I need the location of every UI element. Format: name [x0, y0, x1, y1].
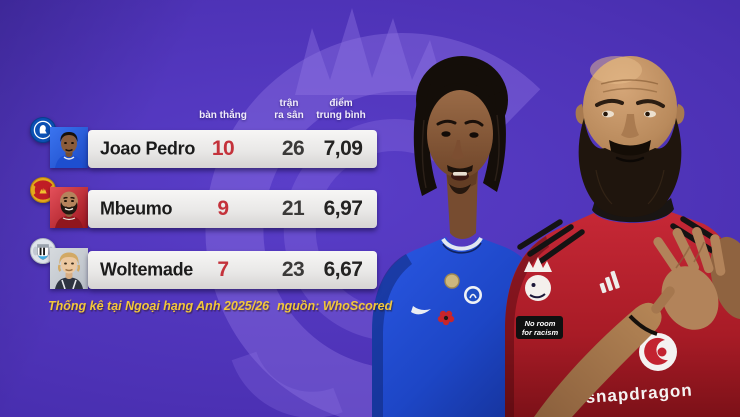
matches-value: 26: [281, 137, 305, 160]
rating-value: 6,67: [323, 258, 363, 281]
column-header-rating-line1: điểm: [329, 98, 353, 109]
table-row: Mbeumo 9 21 6,97: [0, 177, 390, 228]
goals-value: 7: [217, 258, 229, 281]
snapdragon-logo: [639, 333, 677, 371]
player-name: Joao Pedro: [100, 138, 196, 159]
column-header-goals: bàn thắng: [199, 110, 247, 121]
matches-value: 21: [281, 197, 305, 220]
player-name: Mbeumo: [100, 198, 173, 219]
rating-value: 7,09: [323, 137, 363, 160]
row-bar: Joao Pedro 10 26 7,09: [88, 130, 377, 168]
table-row: Joao Pedro 10 26 7,09: [0, 117, 390, 168]
player-photos: No room for racism snapdragon: [372, 56, 740, 417]
row-bar: Mbeumo 9 21 6,97: [88, 190, 377, 228]
goals-value: 9: [217, 197, 229, 220]
row-bar: Woltemade 7 23 6,67: [88, 251, 377, 289]
source-credit: nguồn: WhoScored: [277, 299, 393, 313]
player-photo-joao-pedro: [372, 56, 546, 417]
premier-league-sleeve-patch: [524, 257, 552, 301]
manchester-united-badge: [30, 177, 56, 203]
player-headshot-mbeumo: [50, 187, 88, 228]
clapping-hands: [534, 227, 740, 417]
column-header-matches-line1: trận: [279, 98, 299, 109]
player-name: Woltemade: [100, 259, 193, 280]
column-header-matches-line2: ra sân: [274, 109, 304, 121]
svg-text:No room: No room: [525, 319, 556, 328]
column-header-rating: điểm trung bình: [296, 98, 386, 121]
column-header-matches: trận ra sân: [249, 98, 329, 121]
no-room-for-racism-patch: No room for racism: [516, 316, 563, 339]
chelsea-badge: [30, 117, 56, 143]
matches-value: 23: [281, 258, 305, 281]
stats-footnote: Thống kê tại Ngoại hạng Anh 2025/26: [48, 299, 270, 313]
player-headshot-joao-pedro: [50, 127, 88, 168]
player-photo-mbeumo: No room for racism snapdragon: [505, 56, 740, 417]
adidas-logo: [599, 270, 620, 294]
goals-value: 10: [211, 137, 235, 160]
rating-value: 6,97: [323, 197, 363, 220]
table-row: Woltemade 7 23 6,67: [0, 238, 390, 289]
player-headshot-woltemade: [50, 248, 88, 289]
svg-text:for racism: for racism: [522, 328, 559, 337]
newcastle-badge: [30, 238, 56, 264]
column-header-rating-line2: trung bình: [316, 109, 366, 121]
